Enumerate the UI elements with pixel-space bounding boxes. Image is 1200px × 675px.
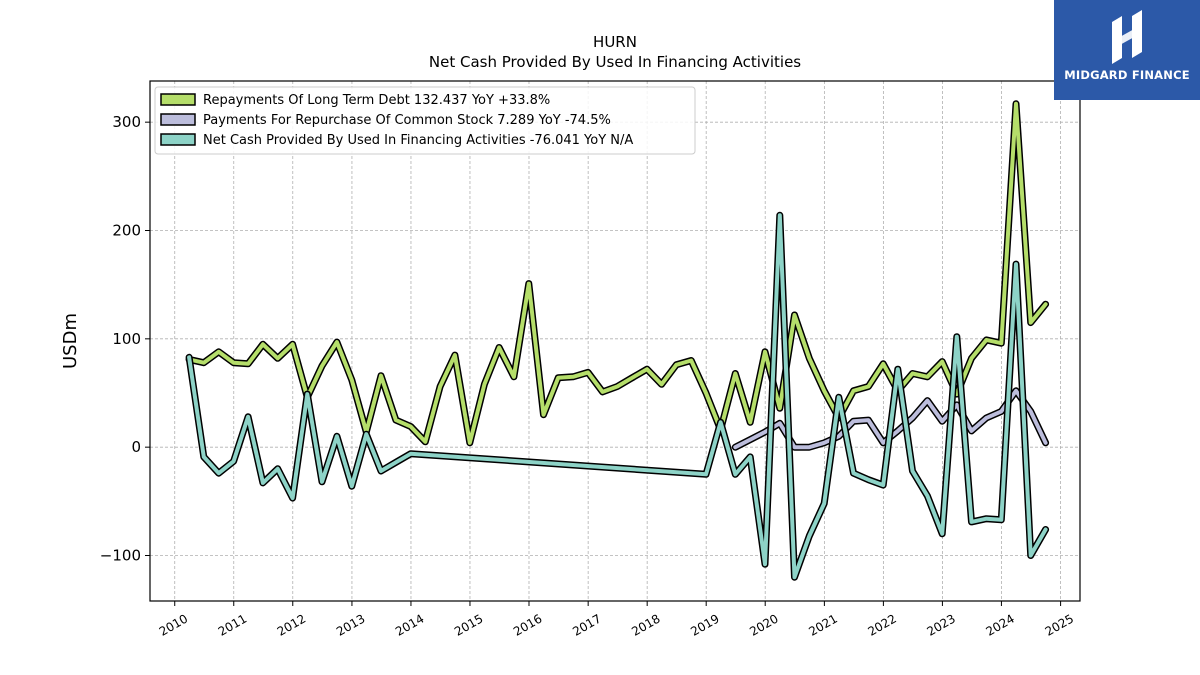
y-axis-label: USDm	[60, 313, 81, 369]
logo-brand-name: MIDGARD FINANCE	[1064, 68, 1190, 82]
series-line	[185, 211, 1050, 581]
x-tick-label: 2010	[157, 611, 190, 638]
x-tick-label: 2020	[747, 611, 780, 638]
y-tick-label: −100	[100, 547, 141, 565]
x-tick-label: 2019	[688, 611, 721, 638]
legend: Repayments Of Long Term Debt 132.437 YoY…	[154, 86, 696, 155]
legend-swatch	[160, 93, 196, 106]
x-axis: 2010 2011 2012 2013 2014 2015 2016 2017 2018 2019…	[157, 601, 1076, 639]
x-tick-label: 2024	[983, 611, 1016, 638]
x-tick-label: 2017	[570, 611, 603, 638]
chart-title: HURN	[593, 33, 637, 51]
y-tick-label: 300	[112, 113, 141, 131]
legend-swatch	[160, 133, 196, 146]
series-line-outline	[185, 100, 1050, 447]
x-tick-label: 2018	[629, 611, 662, 638]
x-tick-label: 2011	[216, 611, 249, 638]
logo-mark-icon	[1112, 10, 1142, 64]
series-line-outline	[185, 211, 1050, 581]
y-tick-label: 200	[112, 222, 141, 240]
plot-frame	[149, 80, 1081, 602]
x-tick-label: 2015	[452, 611, 485, 638]
legend-entry: Net Cash Provided By Used In Financing A…	[203, 133, 633, 148]
x-tick-label: 2023	[924, 611, 957, 638]
legend-entry: Payments For Repurchase Of Common Stock …	[203, 113, 611, 128]
x-tick-label: 2014	[393, 611, 426, 638]
x-tick-label: 2013	[334, 611, 367, 638]
y-axis: −100 0 100 200 300	[100, 113, 150, 565]
legend-entry: Repayments Of Long Term Debt 132.437 YoY…	[203, 93, 550, 108]
series-line-stroke	[187, 101, 1048, 445]
brand-logo: MIDGARD FINANCE	[1054, 0, 1200, 100]
x-tick-label: 2012	[275, 611, 308, 638]
x-tick-label: 2016	[511, 611, 544, 638]
series-line-stroke	[187, 213, 1048, 580]
legend-swatch	[160, 113, 196, 126]
x-tick-label: 2025	[1043, 611, 1076, 638]
y-tick-label: 100	[112, 330, 141, 348]
series-layer	[185, 100, 1050, 581]
series-line	[185, 100, 1050, 447]
chart-subtitle: Net Cash Provided By Used In Financing A…	[429, 53, 801, 71]
x-tick-label: 2021	[806, 611, 839, 638]
x-tick-label: 2022	[865, 611, 898, 638]
y-tick-label: 0	[131, 438, 141, 456]
legend-box	[154, 86, 696, 155]
